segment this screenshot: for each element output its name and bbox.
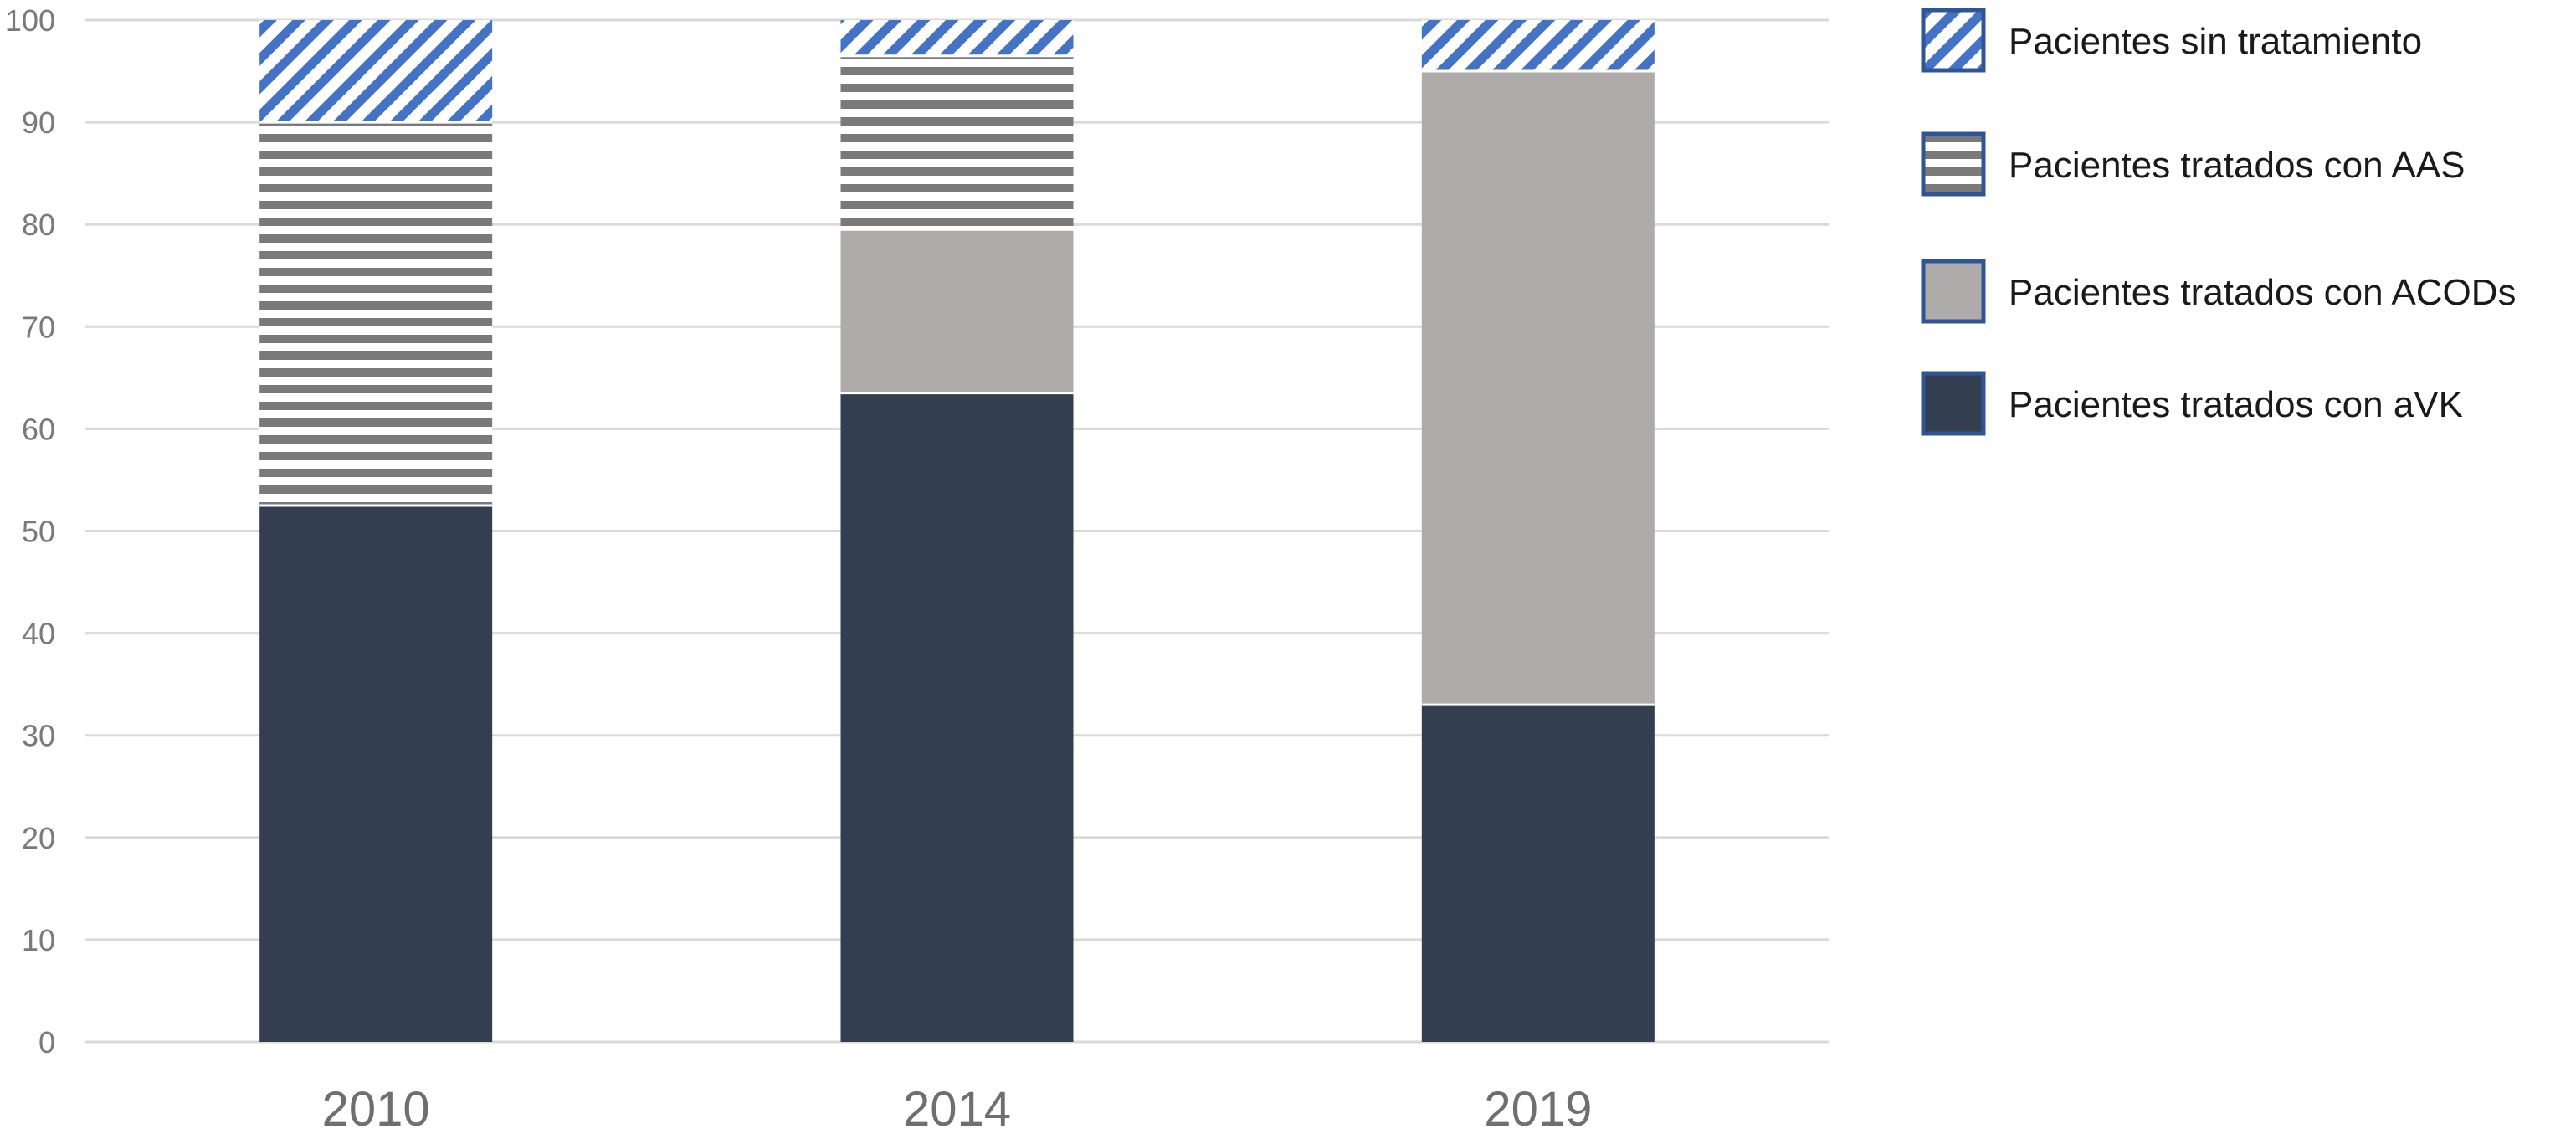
y-tick-label: 90	[22, 105, 55, 140]
y-tick-label: 100	[5, 3, 55, 38]
legend-label: Pacientes tratados con aVK	[2009, 384, 2463, 425]
x-axis-categories: 2010 2014 2019	[322, 1082, 1593, 1136]
y-tick-label: 30	[22, 719, 55, 753]
y-tick-label: 80	[22, 208, 55, 242]
y-axis-ticks: 0 10 20 30 40 50 60 70 80 90 100	[5, 3, 55, 1059]
x-category-label: 2019	[1484, 1082, 1592, 1136]
legend-swatch	[1921, 8, 1986, 73]
bar-segment	[840, 55, 1074, 230]
y-tick-label: 40	[22, 617, 55, 651]
y-tick-label: 50	[22, 515, 55, 549]
x-category-label: 2014	[903, 1082, 1011, 1136]
bar-segment	[840, 20, 1074, 56]
legend: Pacientes sin tratamiento Pacientes trata…	[1921, 8, 2517, 436]
bar-segment	[840, 229, 1074, 393]
bar-segment	[259, 122, 493, 505]
legend-swatch	[1921, 371, 1986, 436]
y-tick-label: 70	[22, 310, 55, 344]
y-tick-label: 20	[22, 821, 55, 855]
bar-segment	[1421, 705, 1655, 1042]
x-category-label: 2010	[322, 1082, 430, 1136]
y-tick-label: 60	[22, 412, 55, 446]
legend-swatch	[1921, 259, 1986, 324]
legend-swatch	[1921, 131, 1986, 197]
legend-label: Pacientes tratados con ACODs	[2009, 272, 2517, 313]
bar-segment	[1421, 71, 1655, 705]
legend-label: Pacientes sin tratamiento	[2009, 21, 2422, 62]
y-tick-label: 0	[38, 1025, 55, 1059]
legend-label: Pacientes tratados con AAS	[2009, 145, 2465, 186]
bar-segment	[1421, 20, 1655, 72]
bars	[259, 20, 1655, 1042]
bar-segment	[840, 392, 1074, 1042]
bar-segment	[259, 20, 493, 123]
bar-segment	[259, 505, 493, 1042]
y-tick-label: 10	[22, 923, 55, 957]
